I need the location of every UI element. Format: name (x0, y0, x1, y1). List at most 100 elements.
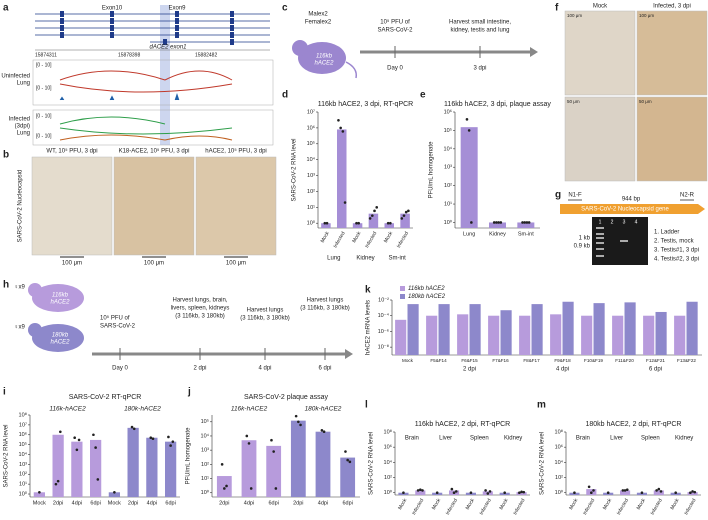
data-point (247, 442, 251, 445)
bar (337, 129, 347, 228)
legend-label: 116kb hACE2 (408, 286, 445, 292)
bar (457, 314, 469, 355)
ihc-images (31, 156, 277, 258)
y-tick-label: 10⁴ (555, 459, 564, 466)
x-tick-label: Mock (108, 500, 121, 506)
data-point (171, 440, 175, 443)
label: [0 - 10] (36, 62, 52, 68)
x-tick-label: 2dpi (219, 500, 229, 506)
panel-letter: l (365, 400, 368, 411)
bar (266, 445, 282, 497)
label: N1-F (568, 193, 582, 199)
data-point (299, 423, 302, 427)
y-tick-label: 10⁶ (384, 444, 392, 451)
data-point (54, 482, 58, 486)
y-axis-label: PFU/mL homogenate (429, 141, 435, 198)
label: ♀x9 (14, 285, 26, 291)
data-point (272, 450, 275, 453)
group-label: 116k-hACE2 (231, 406, 268, 413)
y-tick-label: 10⁷ (307, 108, 315, 115)
bar (127, 427, 139, 497)
label: 116kb (52, 293, 69, 299)
x-tick-label: Mock (33, 500, 46, 506)
label: Mock (593, 4, 608, 10)
x-tick-label: Mock (568, 497, 579, 511)
data-point (527, 221, 531, 224)
y-tick-label: 10² (555, 475, 563, 481)
x-tick-label: F6&F15 (461, 358, 478, 363)
y-tick-label: 10⁸ (19, 411, 27, 418)
y-tick-label: 10⁻⁶ (378, 328, 389, 335)
data-point (421, 489, 424, 492)
x-tick-label: 4dpi (244, 500, 254, 506)
x-tick-label: Mock (383, 230, 394, 244)
bar (550, 314, 562, 355)
bar (395, 319, 407, 355)
label: Femalex2 (305, 20, 332, 26)
data-point (689, 491, 692, 495)
data-point (659, 490, 663, 493)
chart-title: 180kb hACE2, 2 dpi, RT-qPCR (586, 421, 682, 428)
label: 10⁵ PFU of (100, 315, 130, 322)
y-tick-label: 10¹ (19, 482, 27, 488)
bar (216, 476, 232, 497)
bar (90, 439, 102, 497)
data-point (274, 487, 278, 490)
data-point (693, 490, 697, 494)
group-label: Liver (610, 436, 623, 442)
x-tick-label: Mock (636, 497, 647, 511)
data-point (497, 221, 500, 224)
y-tick-label: 10¹ (444, 202, 452, 208)
label: [0 - 10] (36, 133, 52, 139)
panel-letter: c (282, 3, 288, 14)
x-tick-label: F9&F18 (554, 358, 571, 363)
data-point (75, 448, 79, 452)
label: SARS-CoV-2 Nucleocapsid gene (581, 207, 669, 213)
data-point (92, 433, 95, 437)
label: 180kb (52, 333, 69, 339)
data-point (590, 491, 593, 495)
data-point (674, 491, 677, 495)
x-tick-label: Sm-int (518, 231, 534, 237)
label: 3 (623, 219, 626, 225)
y-tick-label: 10⁻⁸ (378, 344, 389, 351)
y-tick-label: 10² (384, 475, 392, 481)
data-point (454, 490, 458, 493)
data-point (368, 217, 372, 220)
label: 2. Testis, mock (654, 239, 695, 245)
label: dACE2 exon1 (149, 45, 186, 51)
data-point (625, 488, 629, 491)
x-tick-label: Mock (320, 230, 331, 244)
bar (400, 213, 410, 228)
bar (488, 315, 500, 355)
label: [0 - 10] (36, 85, 52, 91)
y-axis-label: PFU/mL homogenate (186, 427, 192, 484)
data-point (407, 209, 410, 213)
y-tick-label: 10⁰ (201, 489, 210, 496)
group-label: Brain (405, 436, 419, 442)
x-tick-label: Mock (402, 358, 414, 363)
group-label: Spleen (470, 436, 489, 442)
data-point (469, 491, 473, 495)
label: 15878398 (118, 52, 140, 58)
data-point (223, 487, 226, 490)
label: kidney, testis and lung (451, 28, 510, 34)
data-point (323, 221, 327, 225)
data-point (655, 489, 658, 492)
label: 3 dpi (473, 66, 486, 72)
x-tick-label: 6dpi (342, 500, 352, 506)
label: 15882482 (195, 52, 217, 58)
x-tick-label: F7&F16 (492, 358, 509, 363)
label: SARS-CoV-2 (100, 324, 136, 330)
label: Day 0 (112, 366, 128, 372)
data-point (130, 425, 134, 429)
label: Infected, 3 dpi (653, 4, 691, 10)
label: 100 μm (639, 13, 654, 18)
label: 10⁵ PFU of (380, 19, 410, 26)
label: (3dpi) (15, 124, 30, 130)
data-point (96, 478, 100, 481)
data-point (389, 221, 392, 225)
y-tick-label: 10⁰ (444, 219, 453, 226)
data-point (518, 491, 521, 495)
bar (620, 490, 631, 495)
